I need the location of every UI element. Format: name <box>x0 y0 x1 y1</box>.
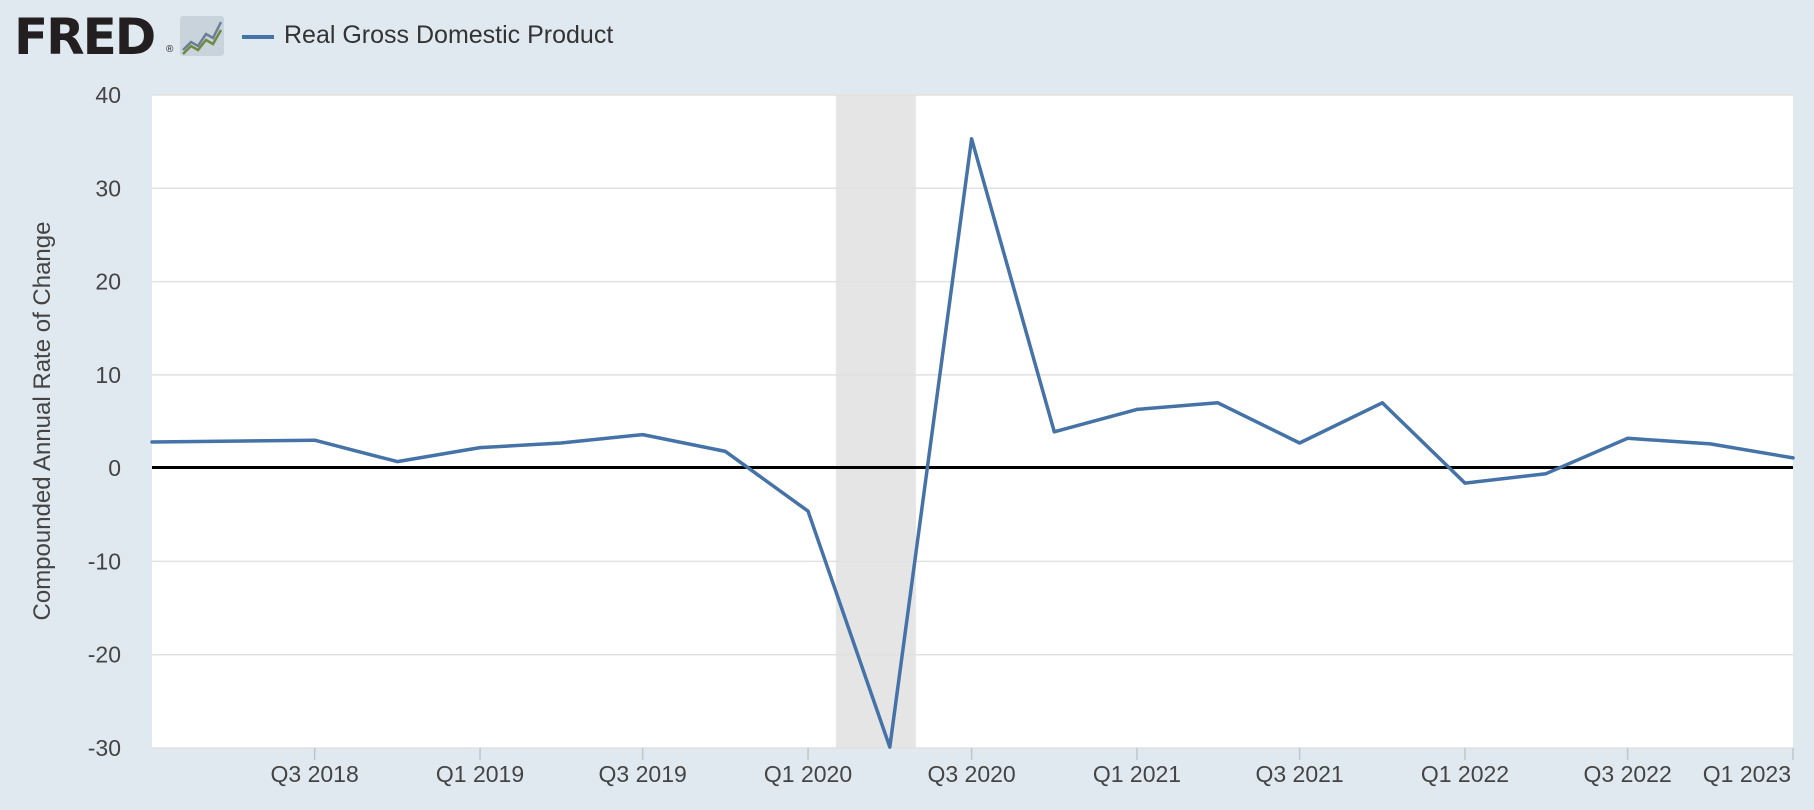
data-point <box>970 137 974 141</box>
registered-mark: ® <box>166 44 174 55</box>
y-tick-label: 20 <box>95 269 121 295</box>
x-tick-label: Q1 2020 <box>764 761 852 787</box>
y-tick-label: 30 <box>95 175 121 201</box>
data-point <box>1135 407 1139 411</box>
fred-line-graph-icon <box>180 16 224 56</box>
data-point <box>395 460 399 464</box>
series-layer <box>150 137 1795 749</box>
legend-label[interactable]: Real Gross Domestic Product <box>284 21 614 49</box>
chart-header: FRED ® Real Gross Domestic Product <box>0 0 1814 80</box>
data-point <box>1380 401 1384 405</box>
gridlines <box>152 94 1793 749</box>
data-point <box>1463 481 1467 485</box>
y-tick-label: 40 <box>95 82 121 108</box>
x-tick-label: Q1 2019 <box>436 761 524 787</box>
y-tick-label: -30 <box>88 735 121 761</box>
data-point <box>806 509 810 513</box>
x-tick-label: Q1 2023 <box>1703 761 1791 787</box>
x-tick-label: Q3 2021 <box>1255 761 1343 787</box>
x-tick-label: Q1 2021 <box>1093 761 1181 787</box>
data-point <box>1791 456 1795 460</box>
plot-area <box>152 95 1793 748</box>
fred-logo[interactable]: FRED <box>14 8 156 66</box>
x-tick-label: Q1 2022 <box>1421 761 1509 787</box>
y-tick-label: 0 <box>108 455 121 481</box>
data-point <box>888 745 892 749</box>
data-point <box>231 439 235 443</box>
x-tick-label: Q3 2018 <box>271 761 359 787</box>
data-point <box>559 441 563 445</box>
y-axis-ticks: 40 30 20 10 0 -10 -20 -30 <box>88 82 121 761</box>
data-point <box>641 433 645 437</box>
x-axis-ticks: Q3 2018 Q1 2019 Q3 2019 Q1 2020 Q3 2020 Q1 20… <box>271 748 1794 787</box>
data-point <box>150 440 154 444</box>
data-point <box>478 446 482 450</box>
x-tick-label: Q3 2022 <box>1584 761 1672 787</box>
y-tick-label: -10 <box>88 548 121 574</box>
x-tick-label: Q3 2019 <box>599 761 687 787</box>
legend-swatch <box>242 35 274 39</box>
y-axis-title: Compounded Annual Rate of Change <box>29 222 56 621</box>
x-tick-label: Q3 2020 <box>927 761 1015 787</box>
data-point <box>1298 441 1302 445</box>
data-point <box>313 438 317 442</box>
data-point <box>723 449 727 453</box>
data-point <box>1708 442 1712 446</box>
y-tick-label: 10 <box>95 362 121 388</box>
y-tick-label: -20 <box>88 642 121 668</box>
data-point <box>1626 436 1630 440</box>
data-point <box>1544 472 1548 476</box>
data-point <box>1216 401 1220 405</box>
data-point <box>1052 430 1056 434</box>
